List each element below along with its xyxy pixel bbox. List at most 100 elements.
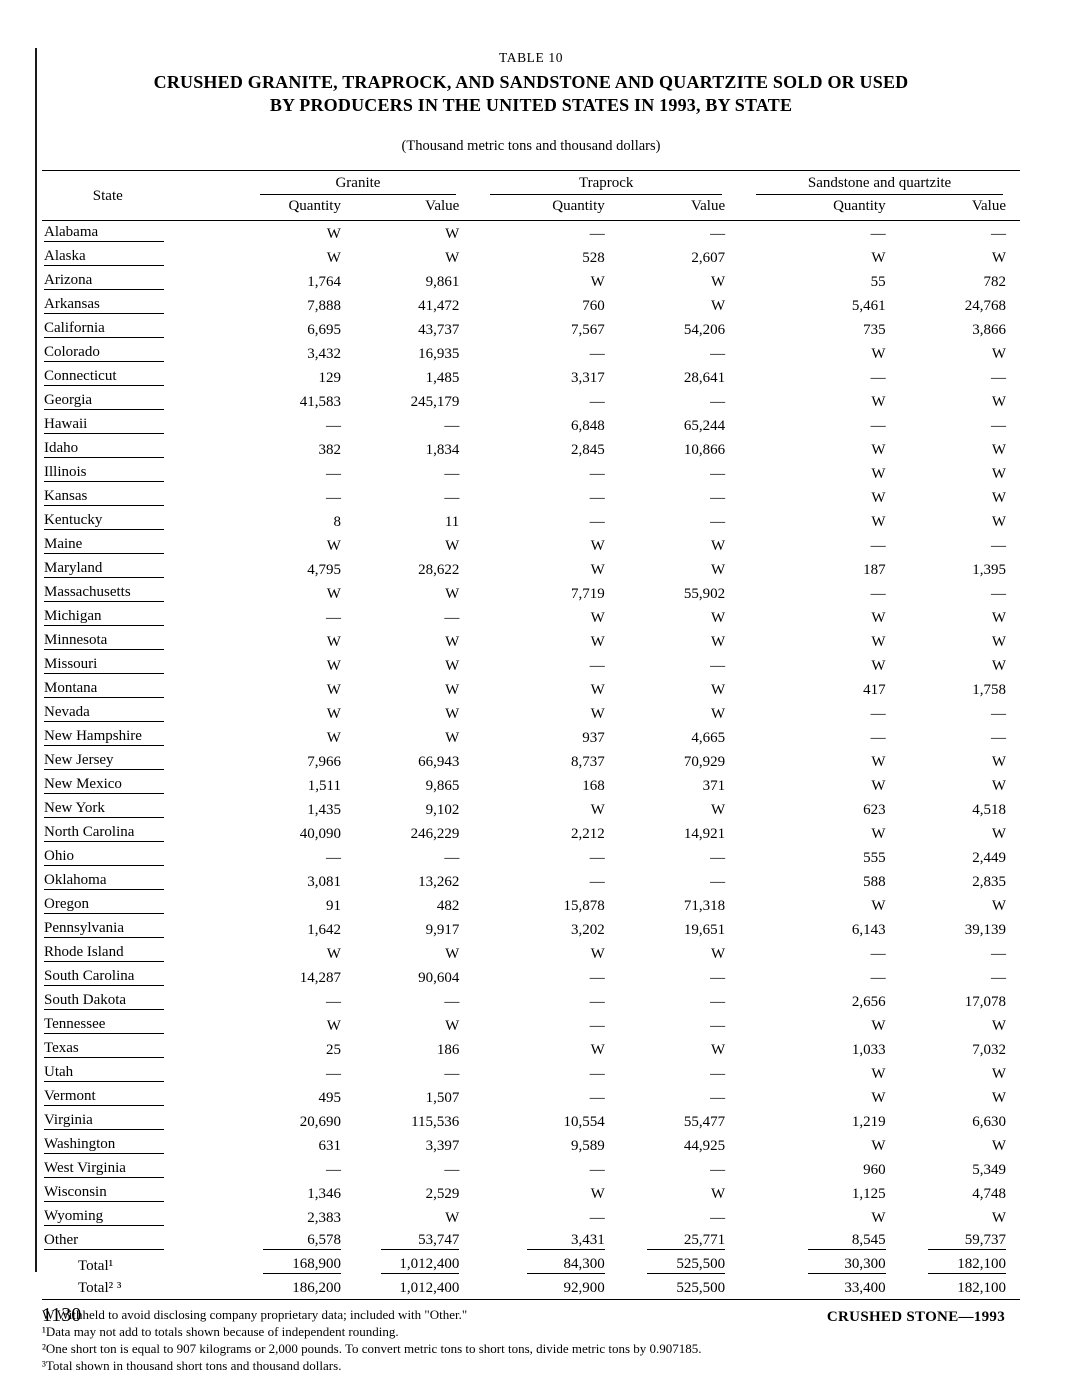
table-row: Vermont 495 1,507 — — W W xyxy=(42,1085,1020,1109)
state-label: Total² ³ xyxy=(78,1280,122,1296)
cell-value: — xyxy=(710,1066,726,1082)
cell-value: 10,866 xyxy=(683,442,726,458)
state-label: Kansas xyxy=(44,488,164,506)
footnote-3: ³Total shown in thousand short tons and … xyxy=(42,1358,342,1373)
cell-value: 187 xyxy=(863,562,886,578)
cell-value: 3,431 xyxy=(526,1232,605,1250)
table-title-line1: CRUSHED GRANITE, TRAPROCK, AND SANDSTONE… xyxy=(153,72,909,92)
cell-value: 937 xyxy=(582,730,605,746)
cell-value: 115,536 xyxy=(411,1114,460,1130)
cell-value: W xyxy=(871,1018,886,1034)
cell-value: 9,865 xyxy=(425,778,460,794)
cell-value: 186,200 xyxy=(292,1280,341,1296)
cell-value: W xyxy=(991,490,1006,506)
cell-value: W xyxy=(991,898,1006,914)
cell-value: W xyxy=(326,1018,341,1034)
cell-value: W xyxy=(326,730,341,746)
table-row: Michigan — — W W W W xyxy=(42,605,1020,629)
table-row: Maine W W W W — — xyxy=(42,533,1020,557)
cell-value: — xyxy=(710,514,726,530)
page-number: 1130 xyxy=(42,1304,82,1326)
cell-value: — xyxy=(991,946,1006,962)
state-label: Rhode Island xyxy=(44,944,164,962)
cell-value: — xyxy=(589,490,605,506)
granite-group-header: Granite xyxy=(242,170,474,195)
cell-value: 5,461 xyxy=(851,298,886,314)
cell-value: 129 xyxy=(318,370,341,386)
state-label: Nevada xyxy=(44,704,164,722)
cell-value: 25 xyxy=(325,1042,341,1058)
state-label: Virginia xyxy=(44,1112,164,1130)
cell-value: — xyxy=(870,370,886,386)
cell-value: W xyxy=(991,778,1006,794)
cell-value: W xyxy=(991,754,1006,770)
table-number-label: TABLE 10 xyxy=(498,50,564,65)
table-row: Wisconsin 1,346 2,529 W W 1,125 4,748 xyxy=(42,1181,1020,1205)
cell-value: — xyxy=(710,850,726,866)
cell-value: 90,604 xyxy=(418,970,460,986)
cell-value: W xyxy=(590,802,605,818)
table-row: Hawaii — — 6,848 65,244 — — xyxy=(42,413,1020,437)
table-row: New York 1,435 9,102 W W 623 4,518 xyxy=(42,797,1020,821)
table-row: Nevada W W W W — — xyxy=(42,701,1020,725)
table-row: Ohio — — — — 555 2,449 xyxy=(42,845,1020,869)
cell-value: 3,432 xyxy=(307,346,341,362)
cell-value: 631 xyxy=(318,1138,341,1154)
cell-value: 588 xyxy=(863,874,886,890)
cell-value: 55 xyxy=(870,274,886,290)
state-label: Other xyxy=(44,1232,164,1250)
cell-value: 54,206 xyxy=(683,322,726,338)
state-label: South Carolina xyxy=(44,968,164,986)
cell-value: 1,834 xyxy=(425,442,460,458)
cell-value: 1,012,400 xyxy=(381,1256,460,1274)
cell-value: W xyxy=(991,466,1006,482)
table-row: South Carolina 14,287 90,604 — — — — xyxy=(42,965,1020,989)
cell-value: 33,400 xyxy=(844,1280,886,1296)
cell-value: 9,861 xyxy=(425,274,460,290)
table-body: Alabama W W — — — — Alaska W W 528 2,607 W W Arizona 1,… xyxy=(42,221,1020,1300)
cell-value: — xyxy=(870,706,886,722)
cell-value: — xyxy=(325,850,341,866)
cell-value: W xyxy=(590,1186,605,1202)
cell-value: 5,349 xyxy=(972,1162,1006,1178)
cell-value: 13,262 xyxy=(418,874,460,890)
table-row: North Carolina 40,090 246,229 2,212 14,921 W W xyxy=(42,821,1020,845)
cell-value: 2,845 xyxy=(571,442,605,458)
cell-value: 1,012,400 xyxy=(399,1280,460,1296)
cell-value: — xyxy=(991,970,1006,986)
granite-value-header: Value xyxy=(354,195,474,221)
cell-value: W xyxy=(445,946,460,962)
cell-value: 245,179 xyxy=(410,394,460,410)
cell-value: — xyxy=(870,970,886,986)
cell-value: — xyxy=(710,658,726,674)
cell-value: — xyxy=(325,1162,341,1178)
group-header-row: State Granite Traprock Sandstone and qua… xyxy=(42,170,1020,221)
cell-value: W xyxy=(326,658,341,674)
cell-value: 7,888 xyxy=(307,298,341,314)
table-row: Missouri W W — — W W xyxy=(42,653,1020,677)
cell-value: — xyxy=(325,466,341,482)
total-row: Total² ³ 186,200 1,012,400 92,900 525,500 33,… xyxy=(42,1277,1020,1300)
cell-value: 960 xyxy=(863,1162,886,1178)
cell-value: 3,866 xyxy=(972,322,1006,338)
cell-value: 1,033 xyxy=(851,1042,886,1058)
footnote-2: ²One short ton is equal to 907 kilograms… xyxy=(42,1341,702,1356)
cell-value: W xyxy=(590,682,605,698)
cell-value: W xyxy=(445,682,460,698)
cell-value: — xyxy=(444,850,460,866)
cell-value: — xyxy=(589,970,605,986)
table-row: Wyoming 2,383 W — — W W xyxy=(42,1205,1020,1229)
state-label: Arkansas xyxy=(44,296,164,314)
state-label: Vermont xyxy=(44,1088,164,1106)
cell-value: 4,795 xyxy=(307,562,341,578)
table-row: Connecticut 129 1,485 3,317 28,641 — — xyxy=(42,365,1020,389)
cell-value: W xyxy=(445,1018,460,1034)
total-row: Total¹ 168,900 1,012,400 84,300 525,500 30,30… xyxy=(42,1253,1020,1277)
cell-value: W xyxy=(871,634,886,650)
cell-value: — xyxy=(991,586,1006,602)
cell-value: 735 xyxy=(863,322,886,338)
cell-value: 15,878 xyxy=(563,898,605,914)
table-row: New Hampshire W W 937 4,665 — — xyxy=(42,725,1020,749)
cell-value: — xyxy=(325,1066,341,1082)
cell-value: 2,529 xyxy=(425,1186,460,1202)
